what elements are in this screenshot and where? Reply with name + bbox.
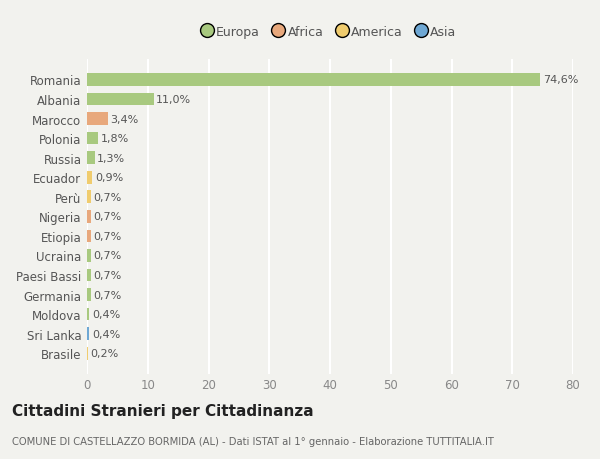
Text: 0,7%: 0,7% bbox=[94, 270, 122, 280]
Bar bbox=[87, 94, 154, 106]
Text: 0,7%: 0,7% bbox=[94, 231, 122, 241]
Bar bbox=[87, 347, 88, 360]
Bar bbox=[87, 269, 91, 282]
Bar bbox=[87, 152, 95, 165]
Text: 0,2%: 0,2% bbox=[91, 348, 119, 358]
Text: 0,9%: 0,9% bbox=[95, 173, 123, 183]
Bar bbox=[87, 113, 107, 126]
Text: 0,7%: 0,7% bbox=[94, 290, 122, 300]
Bar bbox=[87, 289, 91, 301]
Bar bbox=[87, 250, 91, 262]
Text: 11,0%: 11,0% bbox=[156, 95, 191, 105]
Bar bbox=[87, 172, 92, 184]
Bar bbox=[87, 230, 91, 243]
Legend: Europa, Africa, America, Asia: Europa, Africa, America, Asia bbox=[200, 22, 460, 42]
Bar bbox=[87, 133, 98, 145]
Bar bbox=[87, 191, 91, 204]
Bar bbox=[87, 74, 540, 87]
Text: 0,4%: 0,4% bbox=[92, 309, 120, 319]
Text: 0,7%: 0,7% bbox=[94, 212, 122, 222]
Text: 1,8%: 1,8% bbox=[100, 134, 128, 144]
Bar bbox=[87, 308, 89, 321]
Text: 0,7%: 0,7% bbox=[94, 192, 122, 202]
Text: 0,4%: 0,4% bbox=[92, 329, 120, 339]
Bar bbox=[87, 211, 91, 223]
Text: 1,3%: 1,3% bbox=[97, 153, 125, 163]
Bar bbox=[87, 328, 89, 340]
Text: 0,7%: 0,7% bbox=[94, 251, 122, 261]
Text: Cittadini Stranieri per Cittadinanza: Cittadini Stranieri per Cittadinanza bbox=[12, 403, 314, 419]
Text: 3,4%: 3,4% bbox=[110, 114, 139, 124]
Text: 74,6%: 74,6% bbox=[542, 75, 578, 85]
Text: COMUNE DI CASTELLAZZO BORMIDA (AL) - Dati ISTAT al 1° gennaio - Elaborazione TUT: COMUNE DI CASTELLAZZO BORMIDA (AL) - Dat… bbox=[12, 437, 494, 446]
